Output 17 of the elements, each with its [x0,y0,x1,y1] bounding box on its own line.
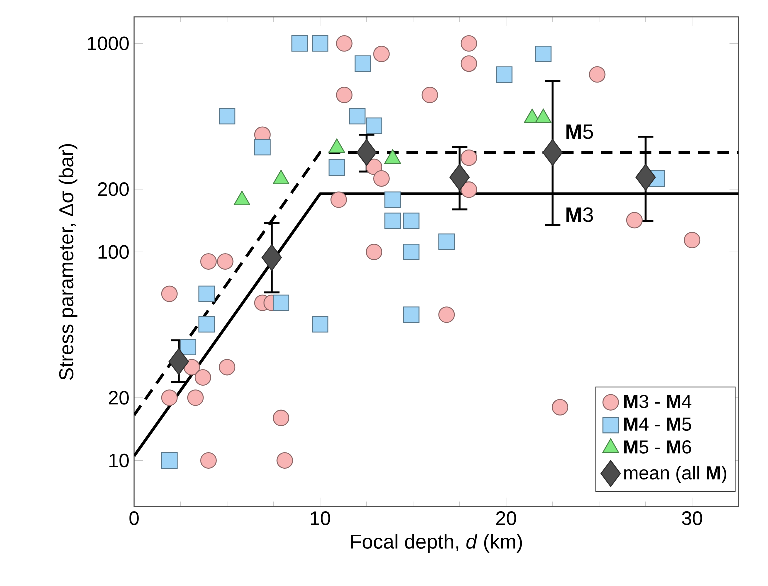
legend-label: mean (all M) [624,466,726,484]
series-label: M3 [566,208,594,222]
y-tick-label: 1000 [88,36,129,51]
x-tick-label: 30 [682,512,702,526]
y-tick-label: 200 [98,182,129,196]
series-label: M5 [566,124,594,140]
y-tick-label: 20 [109,391,129,405]
x-tick-label: 20 [496,512,516,526]
x-tick-label: 10 [311,512,330,526]
legend-label: M3 - M4 [624,395,692,408]
legend-label: M4 - M5 [624,418,692,432]
legend-label: M5 - M6 [624,440,692,454]
y-tick-label: 100 [98,245,129,260]
x-axis-title: Focal depth, d (km) [351,534,522,553]
y-axis-title: Stress parameter, Δσ (bar) [58,144,78,380]
y-tick-label: 10 [110,454,129,468]
x-tick-label: 0 [130,512,139,526]
